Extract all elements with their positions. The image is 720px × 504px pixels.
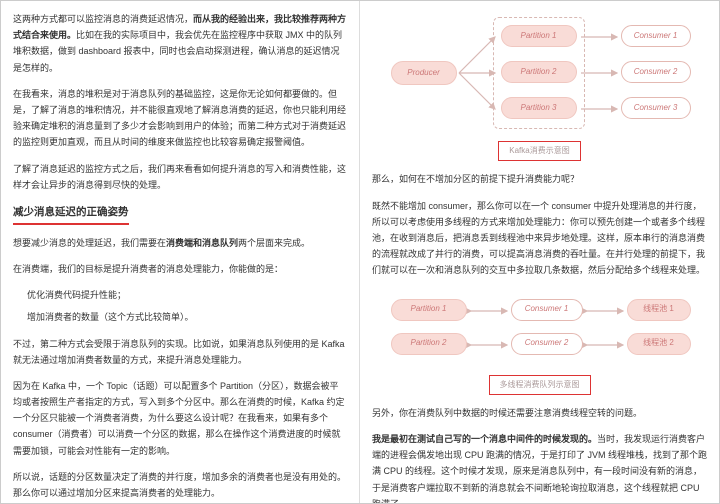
producer-node: Producer <box>391 61 457 85</box>
bullet-list: 优化消费代码提升性能； 增加消费者的数量（这个方式比较简单）。 <box>27 287 347 325</box>
diagram-caption: Kafka消费示意图 <box>498 141 580 161</box>
list-item: 优化消费代码提升性能； <box>27 287 347 303</box>
para: 那么，如何在不增加分区的前提下提升消费能力呢？ <box>372 171 707 187</box>
text-bold: 我是最初在测试自己写的一个消息中间件的时候发现的。 <box>372 434 597 444</box>
partition-node: Partition 3 <box>501 97 577 119</box>
consumer-node: Consumer 1 <box>511 299 583 321</box>
para: 了解了消息延迟的监控方式之后，我们再来看看如何提升消息的写入和消费性能，这样才会… <box>13 161 347 193</box>
threadpool-node: 线程池 2 <box>627 333 691 355</box>
partition-node: Partition 1 <box>501 25 577 47</box>
para: 不过，第二种方式会受限于消息队列的实现。比如说，如果消息队列使用的是 Kafka… <box>13 336 347 368</box>
partition-node: Partition 2 <box>501 61 577 83</box>
consumer-node: Consumer 3 <box>621 97 691 119</box>
consumer-node: Consumer 1 <box>621 25 691 47</box>
text: 想要减少消息的处理延迟，我们需要在 <box>13 238 166 248</box>
para: 既然不能增加 consumer，那么你可以在一个 consumer 中提升处理消… <box>372 198 707 279</box>
right-column: Producer Partition 1 Partition 2 Partiti… <box>360 1 719 503</box>
consumer-node: Consumer 2 <box>621 61 691 83</box>
para: 在消费端，我们的目标是提升消费者的消息处理能力，你能做的是： <box>13 261 347 277</box>
diagram-caption: 多线程消费队列示意图 <box>489 375 591 395</box>
para: 所以说，话题的分区数量决定了消费的并行度，增加多余的消费者也是没有用处的。那么你… <box>13 469 347 501</box>
threadpool-diagram: Partition 1 Partition 2 Consumer 1 Consu… <box>385 289 695 369</box>
text: 当时，我发现运行消费客户端的进程会偶发地出现 CPU 跑满的情况，于是打印了 J… <box>372 434 707 503</box>
kafka-diagram: Producer Partition 1 Partition 2 Partiti… <box>385 15 695 135</box>
text-bold: 消费端和消息队列 <box>166 238 238 248</box>
left-column: 这两种方式都可以监控消息的消费延迟情况，而从我的经验出来，我比较推荐两种方式结合… <box>1 1 360 503</box>
para: 这两种方式都可以监控消息的消费延迟情况，而从我的经验出来，我比较推荐两种方式结合… <box>13 11 347 76</box>
text: 两个层面来完成。 <box>238 238 310 248</box>
para: 在我看来，消息的堆积是对于消息队列的基础监控，这是你无论如何都要做的。但是，了解… <box>13 86 347 151</box>
text: 这两种方式都可以监控消息的消费延迟情况， <box>13 14 193 24</box>
section-heading: 减少消息延迟的正确姿势 <box>13 203 347 225</box>
consumer-node: Consumer 2 <box>511 333 583 355</box>
para: 我是最初在测试自己写的一个消息中间件的时候发现的。当时，我发现运行消费客户端的进… <box>372 431 707 503</box>
partition-node: Partition 2 <box>391 333 467 355</box>
list-item: 增加消费者的数量（这个方式比较简单）。 <box>27 309 347 325</box>
threadpool-node: 线程池 1 <box>627 299 691 321</box>
partition-node: Partition 1 <box>391 299 467 321</box>
para: 想要减少消息的处理延迟，我们需要在消费端和消息队列两个层面来完成。 <box>13 235 347 251</box>
heading-text: 减少消息延迟的正确姿势 <box>13 203 129 225</box>
para: 另外，你在消费队列中数据的时候还需要注意消费线程空转的问题。 <box>372 405 707 421</box>
para: 因为在 Kafka 中，一个 Topic（话题）可以配置多个 Partition… <box>13 378 347 459</box>
